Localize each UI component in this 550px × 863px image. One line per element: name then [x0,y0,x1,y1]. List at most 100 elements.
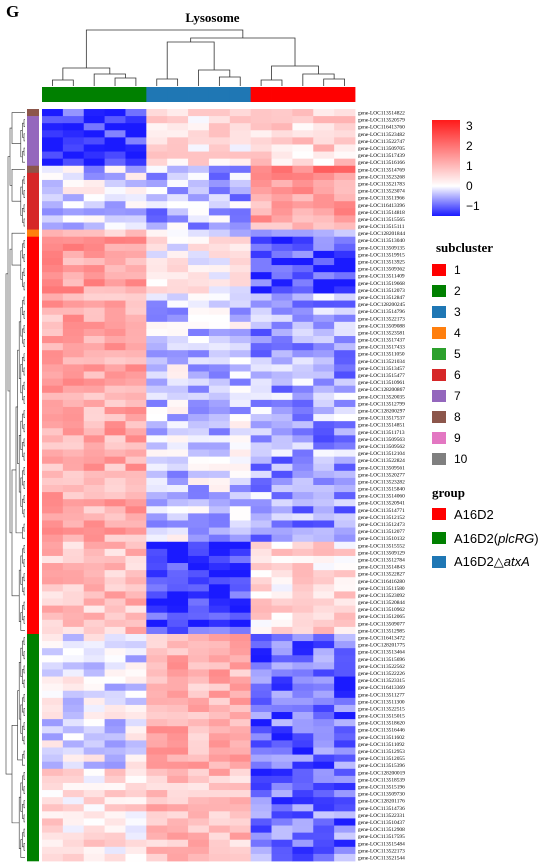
dendrogram-branch [271,65,319,80]
heatmap-cell [125,747,147,755]
heatmap-cell [292,215,314,223]
heatmap-cell [334,577,356,585]
heatmap-cell [271,534,293,543]
heatmap-cell [334,570,356,578]
heatmap-cell [62,463,85,472]
heatmap-cell [167,598,189,607]
heatmap-cell [313,619,335,628]
heatmap-cell [42,626,64,635]
heatmap-cell [62,116,85,124]
heatmap-cell [167,619,189,628]
heatmap-cell [146,350,168,358]
heatmap-cell [83,385,105,394]
dendrogram-branch [11,725,20,824]
heatmap-cell [83,662,105,670]
heatmap-cell [104,563,126,571]
gene-label: gene-LOC113517537 [358,416,405,422]
heatmap-cell [292,797,314,805]
dendrogram-branch [23,310,25,319]
heatmap-cell [146,605,168,614]
gene-labels: gene-LOC113514822gene-LOC113520579gene-L… [358,111,405,862]
heatmap-cell [334,811,356,819]
heatmap-cell [146,151,168,160]
heatmap-cell [313,690,335,699]
legend-label: 6 [454,368,461,382]
heatmap-cell [104,314,126,323]
heatmap-cell [125,336,147,344]
heatmap-cell [146,336,168,344]
heatmap-cell [229,201,252,209]
heatmap-cell [188,194,210,202]
heatmap-cell [167,321,189,330]
heatmap-cell [271,385,293,394]
heatmap-cell [62,754,85,763]
heatmap-cell [229,321,252,330]
heatmap-cell [42,612,64,621]
heatmap-cell [229,208,252,216]
heatmap-cell [83,215,105,223]
heatmap-cell [167,435,189,443]
heatmap-cell [62,286,85,294]
gene-label: gene-LOC113515477 [358,373,405,379]
heatmap-cell [208,307,231,316]
group-legend-item: A16D2(plcRG) [432,531,539,546]
heatmap-cell [208,541,231,550]
heatmap-cell [62,797,85,805]
gene-label: gene-LOC113522173 [358,848,405,854]
heatmap-cell [250,570,272,578]
heatmap-cell [188,570,210,578]
heatmap-cell [125,669,147,677]
heatmap-cell [83,648,105,656]
heatmap-cell [83,477,105,486]
heatmap-cell [208,782,231,791]
heatmap-cell [125,790,147,798]
heatmap-cell [62,378,85,387]
heatmap-cell [146,172,168,181]
heatmap-cell [188,676,210,685]
heatmap-cell [334,137,356,145]
heatmap-cell [188,541,210,550]
heatmap-cell [83,208,105,216]
heatmap-cell [334,328,356,337]
heatmap-cell [62,740,85,748]
heatmap-cell [271,421,293,429]
heatmap-cell [167,555,189,564]
heatmap-cell [229,761,252,770]
legend-swatch [432,327,446,339]
heatmap-cell [188,527,210,536]
heatmap-cell [146,371,168,379]
heatmap-cell [146,470,168,479]
heatmap-cell [167,513,189,521]
heatmap-cell [271,165,293,174]
heatmap-cell [271,485,293,493]
dendrogram-branch [23,204,25,213]
heatmap-cell [188,399,210,408]
gene-label: gene-LOC113523581 [358,330,405,336]
heatmap-cell [188,761,210,770]
heatmap-cell [271,499,293,507]
heatmap-cell [229,357,252,365]
heatmap-cell [188,343,210,351]
row-annotation-block [27,541,39,635]
heatmap-cell [271,428,293,436]
column-annotation-cell [334,87,356,102]
heatmap-cell [292,747,314,755]
heatmap-cell [146,619,168,628]
heatmap-cell [188,435,210,443]
heatmap-cell [208,250,231,259]
heatmap-cell [146,676,168,685]
heatmap-cell [62,364,85,372]
heatmap-cell [42,513,64,521]
heatmap-cell [167,421,189,429]
heatmap-cell [42,797,64,805]
heatmap-cell [208,194,231,202]
heatmap-cell [292,697,314,706]
heatmap-cell [104,747,126,755]
heatmap-cell [208,662,231,670]
gene-label: gene-LOC113512847 [358,295,405,301]
heatmap-cell [62,449,85,458]
heatmap-cell [250,364,272,372]
heatmap-cell [250,754,272,763]
gene-label: gene-LOC113512953 [358,749,405,755]
heatmap-cell [208,449,231,458]
